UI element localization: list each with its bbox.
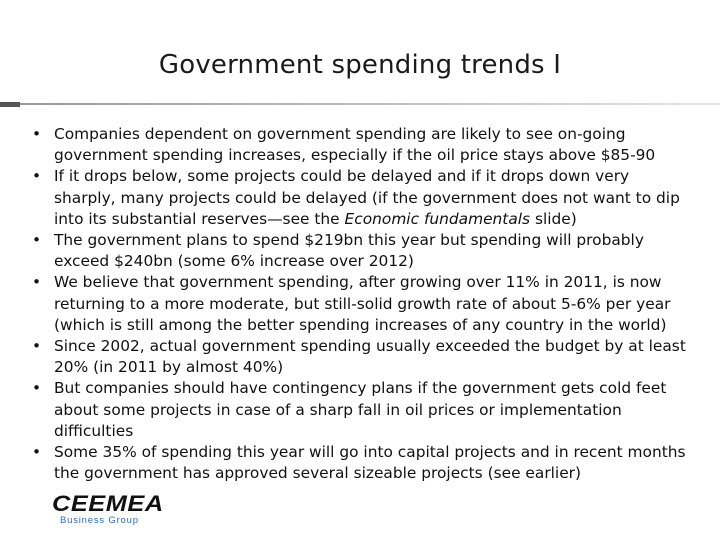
bullet-item: • But companies should have contingency …	[32, 378, 692, 442]
bullet-text: Companies dependent on government spendi…	[54, 125, 656, 165]
bullet-text: Since 2002, actual government spending u…	[54, 337, 686, 377]
title-rule-accent	[0, 102, 20, 107]
slide-reference: Economic fundamentals	[344, 209, 531, 228]
bullet-text: But companies should have contingency pl…	[54, 379, 667, 440]
bullet-item: • The government plans to spend $219bn t…	[32, 230, 692, 272]
bullet-icon: •	[32, 125, 42, 143]
bullet-item: • Companies dependent on government spen…	[32, 124, 692, 166]
bullet-text: The government plans to spend $219bn thi…	[54, 231, 644, 271]
bullet-list: • Companies dependent on government spen…	[32, 124, 692, 484]
logo-tagline: Business Group	[60, 515, 139, 526]
bullet-item: • If it drops below, some projects could…	[32, 166, 692, 230]
bullet-text: Some 35% of spending this year will go i…	[54, 443, 686, 483]
bullet-icon: •	[32, 167, 42, 186]
bullet-icon: •	[32, 231, 42, 250]
bullet-icon: •	[32, 273, 42, 292]
bullet-icon: •	[32, 379, 42, 398]
bullet-icon: •	[32, 337, 42, 356]
logo-wordmark: CEEMEA	[52, 491, 164, 516]
slide-title: Government spending trends I	[158, 50, 562, 80]
bullet-icon: •	[32, 443, 42, 462]
bullet-item: • Some 35% of spending this year will go…	[32, 442, 692, 484]
ceemea-logo: CEEMEA Business Group	[52, 491, 172, 531]
bullet-text: If it drops below, some projects could b…	[54, 167, 680, 228]
bullet-text: We believe that government spending, aft…	[54, 273, 671, 334]
title-rule	[20, 103, 720, 105]
bullet-item: • We believe that government spending, a…	[32, 272, 692, 336]
bullet-item: • Since 2002, actual government spending…	[32, 336, 692, 378]
